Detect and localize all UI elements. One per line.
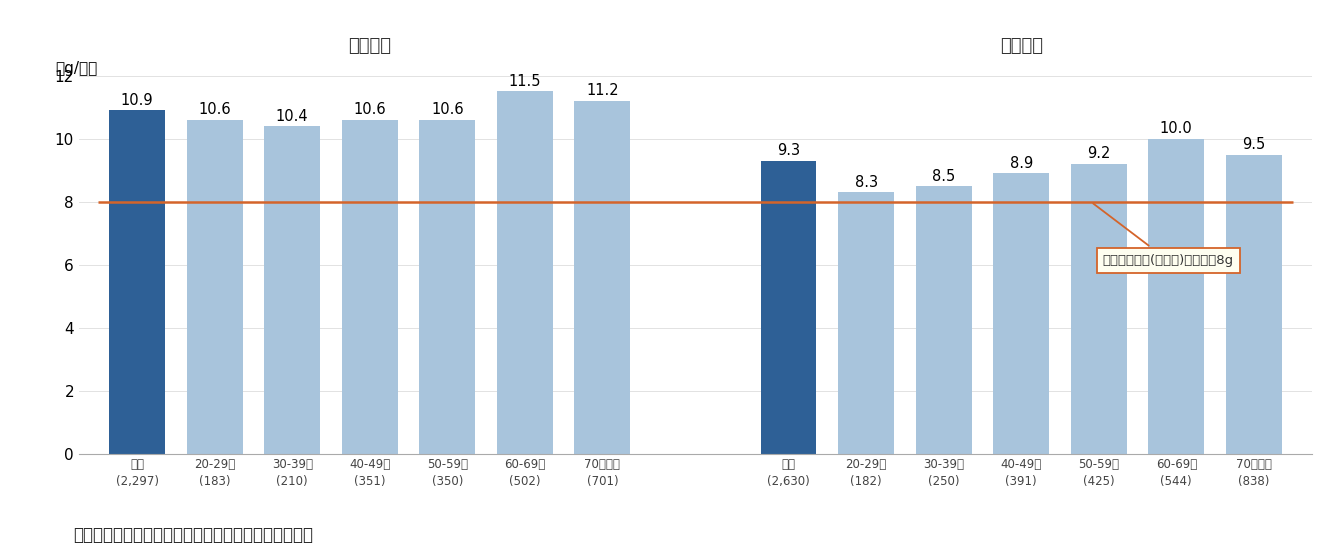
Text: 10.6: 10.6 bbox=[431, 102, 463, 117]
Text: 8.3: 8.3 bbox=[855, 175, 877, 190]
Text: 10.6: 10.6 bbox=[353, 102, 386, 117]
Text: （g/日）: （g/日） bbox=[56, 61, 98, 75]
Text: 9.3: 9.3 bbox=[778, 143, 800, 158]
Text: 8.9: 8.9 bbox=[1010, 156, 1032, 171]
Text: 11.5: 11.5 bbox=[508, 74, 541, 89]
Bar bbox=[1148, 139, 1204, 454]
Text: 10.9: 10.9 bbox=[121, 93, 154, 108]
Text: 10.4: 10.4 bbox=[276, 109, 308, 124]
Bar bbox=[839, 193, 894, 454]
Bar bbox=[419, 120, 475, 454]
Bar bbox=[760, 161, 816, 454]
Bar bbox=[187, 120, 243, 454]
Bar bbox=[264, 126, 320, 454]
Bar bbox=[496, 91, 553, 454]
Text: 9.2: 9.2 bbox=[1087, 147, 1111, 161]
Bar bbox=[342, 120, 398, 454]
Text: ＜女性＞: ＜女性＞ bbox=[999, 37, 1043, 55]
Text: （出典）厚生労働省「令和元年国民健康・栄養調査」: （出典）厚生労働省「令和元年国民健康・栄養調査」 bbox=[73, 526, 313, 544]
Text: 11.2: 11.2 bbox=[587, 83, 618, 98]
Bar bbox=[1226, 155, 1282, 454]
Bar bbox=[109, 110, 165, 454]
Text: ＜男性＞: ＜男性＞ bbox=[348, 37, 391, 55]
Text: 9.5: 9.5 bbox=[1242, 137, 1266, 152]
Text: 健康日本２１(第二次)の目標：8g: 健康日本２１(第二次)の目標：8g bbox=[1093, 203, 1234, 267]
Text: 10.0: 10.0 bbox=[1160, 121, 1193, 136]
Text: 8.5: 8.5 bbox=[932, 168, 955, 184]
Bar bbox=[916, 186, 971, 454]
Bar bbox=[575, 101, 630, 454]
Bar bbox=[1071, 164, 1127, 454]
Text: 10.6: 10.6 bbox=[198, 102, 231, 117]
Bar bbox=[994, 173, 1050, 454]
